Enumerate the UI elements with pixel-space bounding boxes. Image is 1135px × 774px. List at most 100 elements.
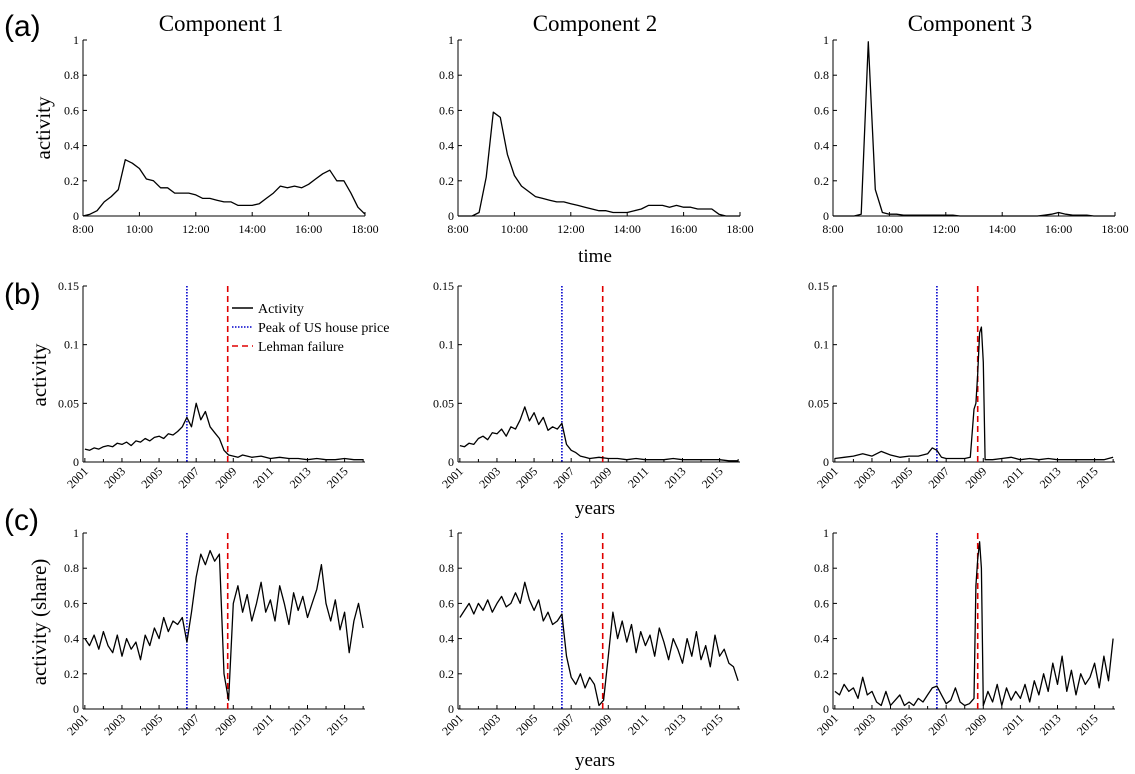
y-tick-label: 0.6 [814,596,829,610]
y-tick-label: 0.8 [439,561,454,575]
y-tick-label: 0 [823,209,829,223]
x-tick-label: 2009 [588,711,615,738]
x-tick-label: 2009 [213,464,240,491]
y-tick-label: 0.4 [64,632,79,646]
x-tick-label: 2005 [513,464,540,491]
y-tick-label: 0.4 [64,139,79,153]
y-tick-label: 0 [448,209,454,223]
activity-series-line [82,159,366,217]
x-tick-label: 2011 [1000,464,1027,491]
x-tick-label: 2009 [963,464,990,491]
legend-activity-label: Activity [258,302,304,317]
column-title-3: Component 3 [908,11,1033,36]
x-tick-label: 2007 [175,464,202,491]
y-tick-label: 1 [823,526,829,540]
panel-label-c: (c) [4,504,39,537]
subplot-a-3: 00.20.40.60.818:00 10:00 12:00 14:00 16:00 18… [814,33,1129,236]
y-tick-label: 0.8 [814,561,829,575]
y-tick-label: 0.4 [439,632,454,646]
x-tick-label: 12:00 [182,222,209,236]
x-tick-label: 2003 [101,464,128,491]
x-tick-label: 2011 [625,711,652,738]
row-a-xlabel: time [578,246,612,267]
x-tick-label: 2013 [662,464,689,491]
x-tick-label: 10:00 [876,222,903,236]
y-tick-label: 0.1 [439,338,454,352]
x-tick-label: 2005 [138,464,165,491]
y-tick-label: 0.4 [439,139,454,153]
y-tick-label: 0 [448,455,454,469]
x-tick-label: 2005 [138,711,165,738]
panel-label-a: (a) [4,10,41,43]
x-tick-label: 2007 [925,711,952,738]
x-tick-label: 2003 [476,711,503,738]
x-tick-label: 2015 [1074,711,1101,738]
x-tick-label: 2013 [662,711,689,738]
x-tick-label: 2005 [513,711,540,738]
subplot-b-1: 0 0.05 0.1 0.15 2001 2003 2005 2007 2009 2011 2013… [58,279,365,491]
activity-series-line [458,111,740,217]
y-tick-label: 0.8 [439,68,454,82]
y-tick-label: 0.05 [808,396,829,410]
x-tick-label: 2001 [439,464,466,491]
y-tick-label: 0.15 [433,279,454,293]
activity-series-line [834,541,1114,707]
y-tick-label: 0.2 [439,174,454,188]
activity-series-line [459,406,739,462]
x-tick-label: 2003 [101,711,128,738]
x-tick-label: 2003 [851,464,878,491]
x-tick-label: 12:00 [557,222,584,236]
subplot-b-3: 0 0.05 0.1 0.15 2001 2003 2005 2007 2009 2011 2013… [808,279,1115,491]
activity-series-line [459,581,739,707]
y-tick-label: 0.6 [439,103,454,117]
subplot-b-2: 0 0.05 0.1 0.15 2001 2003 2005 2007 2009 2011 2013… [433,279,740,491]
activity-series-line [84,549,364,701]
y-tick-label: 1 [823,33,829,47]
row-c-xlabel: years [575,750,615,771]
column-title-1: Component 1 [159,11,284,36]
x-tick-label: 2009 [963,711,990,738]
x-tick-label: 2003 [851,711,878,738]
y-tick-label: 0.1 [814,338,829,352]
y-tick-label: 0.2 [64,174,79,188]
x-tick-label: 8:00 [447,222,468,236]
x-tick-label: 2009 [588,464,615,491]
x-tick-label: 2013 [287,711,314,738]
y-tick-label: 0.8 [814,68,829,82]
y-tick-label: 0 [73,455,79,469]
x-tick-label: 2005 [888,711,915,738]
y-tick-label: 0.6 [814,103,829,117]
subplot-a-2: 00.20.40.60.818:00 10:00 12:00 14:00 16:00 18… [439,33,754,236]
y-tick-label: 0.8 [64,561,79,575]
x-tick-label: 2007 [550,711,577,738]
x-tick-label: 2011 [250,711,277,738]
y-tick-label: 0.2 [814,667,829,681]
y-tick-label: 0.2 [439,667,454,681]
x-tick-label: 2015 [1074,464,1101,491]
x-tick-label: 2015 [324,464,351,491]
x-tick-label: 2013 [287,464,314,491]
y-tick-label: 0.15 [808,279,829,293]
row-a-ylabel: activity [31,96,55,159]
x-tick-label: 2003 [476,464,503,491]
row-c-ylabel: activity (share) [27,559,51,686]
y-tick-label: 1 [73,33,79,47]
y-tick-label: 0.6 [64,103,79,117]
y-tick-label: 0 [823,455,829,469]
x-tick-label: 2001 [439,711,466,738]
y-tick-label: 0.05 [433,396,454,410]
y-tick-label: 0 [73,209,79,223]
x-tick-label: 2015 [699,711,726,738]
subplot-c-2: 0 0.2 0.4 0.6 0.8 1 2001 2003 2005 2007 2009 2011 20… [439,526,740,738]
panel-label-b: (b) [4,278,41,311]
y-tick-label: 0.15 [58,279,79,293]
x-tick-label: 2007 [175,711,202,738]
y-tick-label: 0.2 [64,667,79,681]
x-tick-label: 2015 [324,711,351,738]
activity-series-line [84,402,364,461]
y-tick-label: 0.4 [814,139,829,153]
x-tick-label: 2001 [814,711,841,738]
subplot-c-1: 0 0.2 0.4 0.6 0.8 1 2001 2003 2005 2007 2009 2011 20… [64,526,365,738]
x-tick-label: 18:00 [1101,222,1128,236]
